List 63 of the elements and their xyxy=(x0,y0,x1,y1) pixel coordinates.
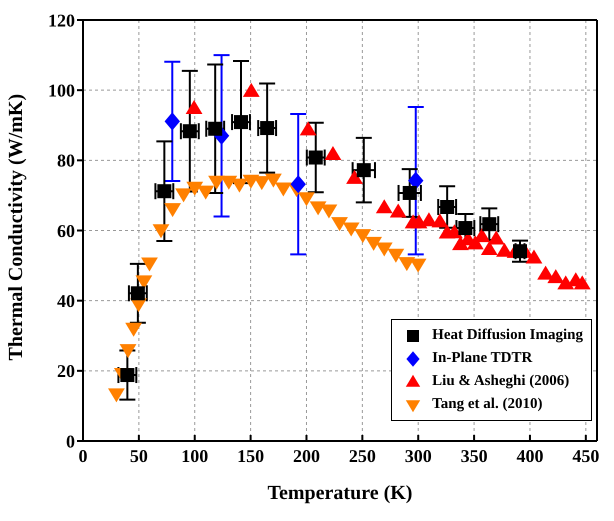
x-tick-label: 50 xyxy=(130,446,148,466)
x-axis-title: Temperature (K) xyxy=(268,482,412,504)
point xyxy=(182,124,197,138)
point xyxy=(242,174,260,189)
point xyxy=(408,172,424,190)
x-tick-label: 300 xyxy=(404,446,432,466)
point xyxy=(482,217,496,232)
point xyxy=(164,112,180,130)
point xyxy=(120,344,136,358)
x-tick-label: 450 xyxy=(572,446,600,466)
point xyxy=(152,224,170,238)
x-tick-label: 150 xyxy=(237,446,264,466)
point xyxy=(234,115,248,130)
legend-label: In-Plane TDTR xyxy=(432,350,532,367)
point xyxy=(208,176,225,190)
point xyxy=(331,217,348,232)
x-tick-label: 200 xyxy=(292,446,320,466)
point xyxy=(298,192,315,206)
legend-label: Tang et al. (2010) xyxy=(432,396,542,413)
y-tick-label: 40 xyxy=(57,291,75,312)
point xyxy=(356,163,371,178)
y-tick-label: 80 xyxy=(57,150,75,171)
legend-label: Heat Diffusion Imaging xyxy=(432,327,583,344)
point xyxy=(290,175,306,194)
point xyxy=(186,182,204,196)
y-axis-title: Thermal Conductivity (W/mK) xyxy=(5,94,28,360)
point xyxy=(260,121,274,136)
point xyxy=(130,286,145,300)
point xyxy=(376,242,393,256)
point xyxy=(208,122,222,136)
point xyxy=(274,182,292,196)
x-tick-label: 100 xyxy=(181,446,208,466)
point xyxy=(175,188,192,202)
point xyxy=(387,248,404,263)
point xyxy=(157,184,172,198)
y-tick-label: 100 xyxy=(48,80,75,101)
y-tick-label: 0 xyxy=(66,431,75,452)
point xyxy=(365,236,382,251)
point xyxy=(164,203,182,218)
x-tick-label: 350 xyxy=(460,446,488,466)
y-tick-label: 120 xyxy=(48,10,75,30)
y-tick-label: 60 xyxy=(57,220,75,241)
point xyxy=(265,174,282,188)
x-tick-label: 400 xyxy=(516,446,544,466)
point xyxy=(136,275,152,290)
x-tick-label: 0 xyxy=(78,446,88,466)
point xyxy=(308,150,323,165)
y-tick-label: 20 xyxy=(57,361,75,382)
legend-label: Liu & Asheghi (2006) xyxy=(432,373,570,390)
point xyxy=(197,186,214,200)
x-tick-label: 250 xyxy=(348,446,376,466)
point xyxy=(342,222,360,236)
point xyxy=(141,258,158,272)
point xyxy=(398,257,416,272)
point xyxy=(354,229,372,244)
point xyxy=(108,388,125,402)
point xyxy=(125,322,142,337)
point xyxy=(402,186,417,200)
point xyxy=(440,200,454,214)
point xyxy=(231,178,248,193)
point xyxy=(320,204,338,219)
point xyxy=(120,368,134,382)
point xyxy=(310,201,326,216)
